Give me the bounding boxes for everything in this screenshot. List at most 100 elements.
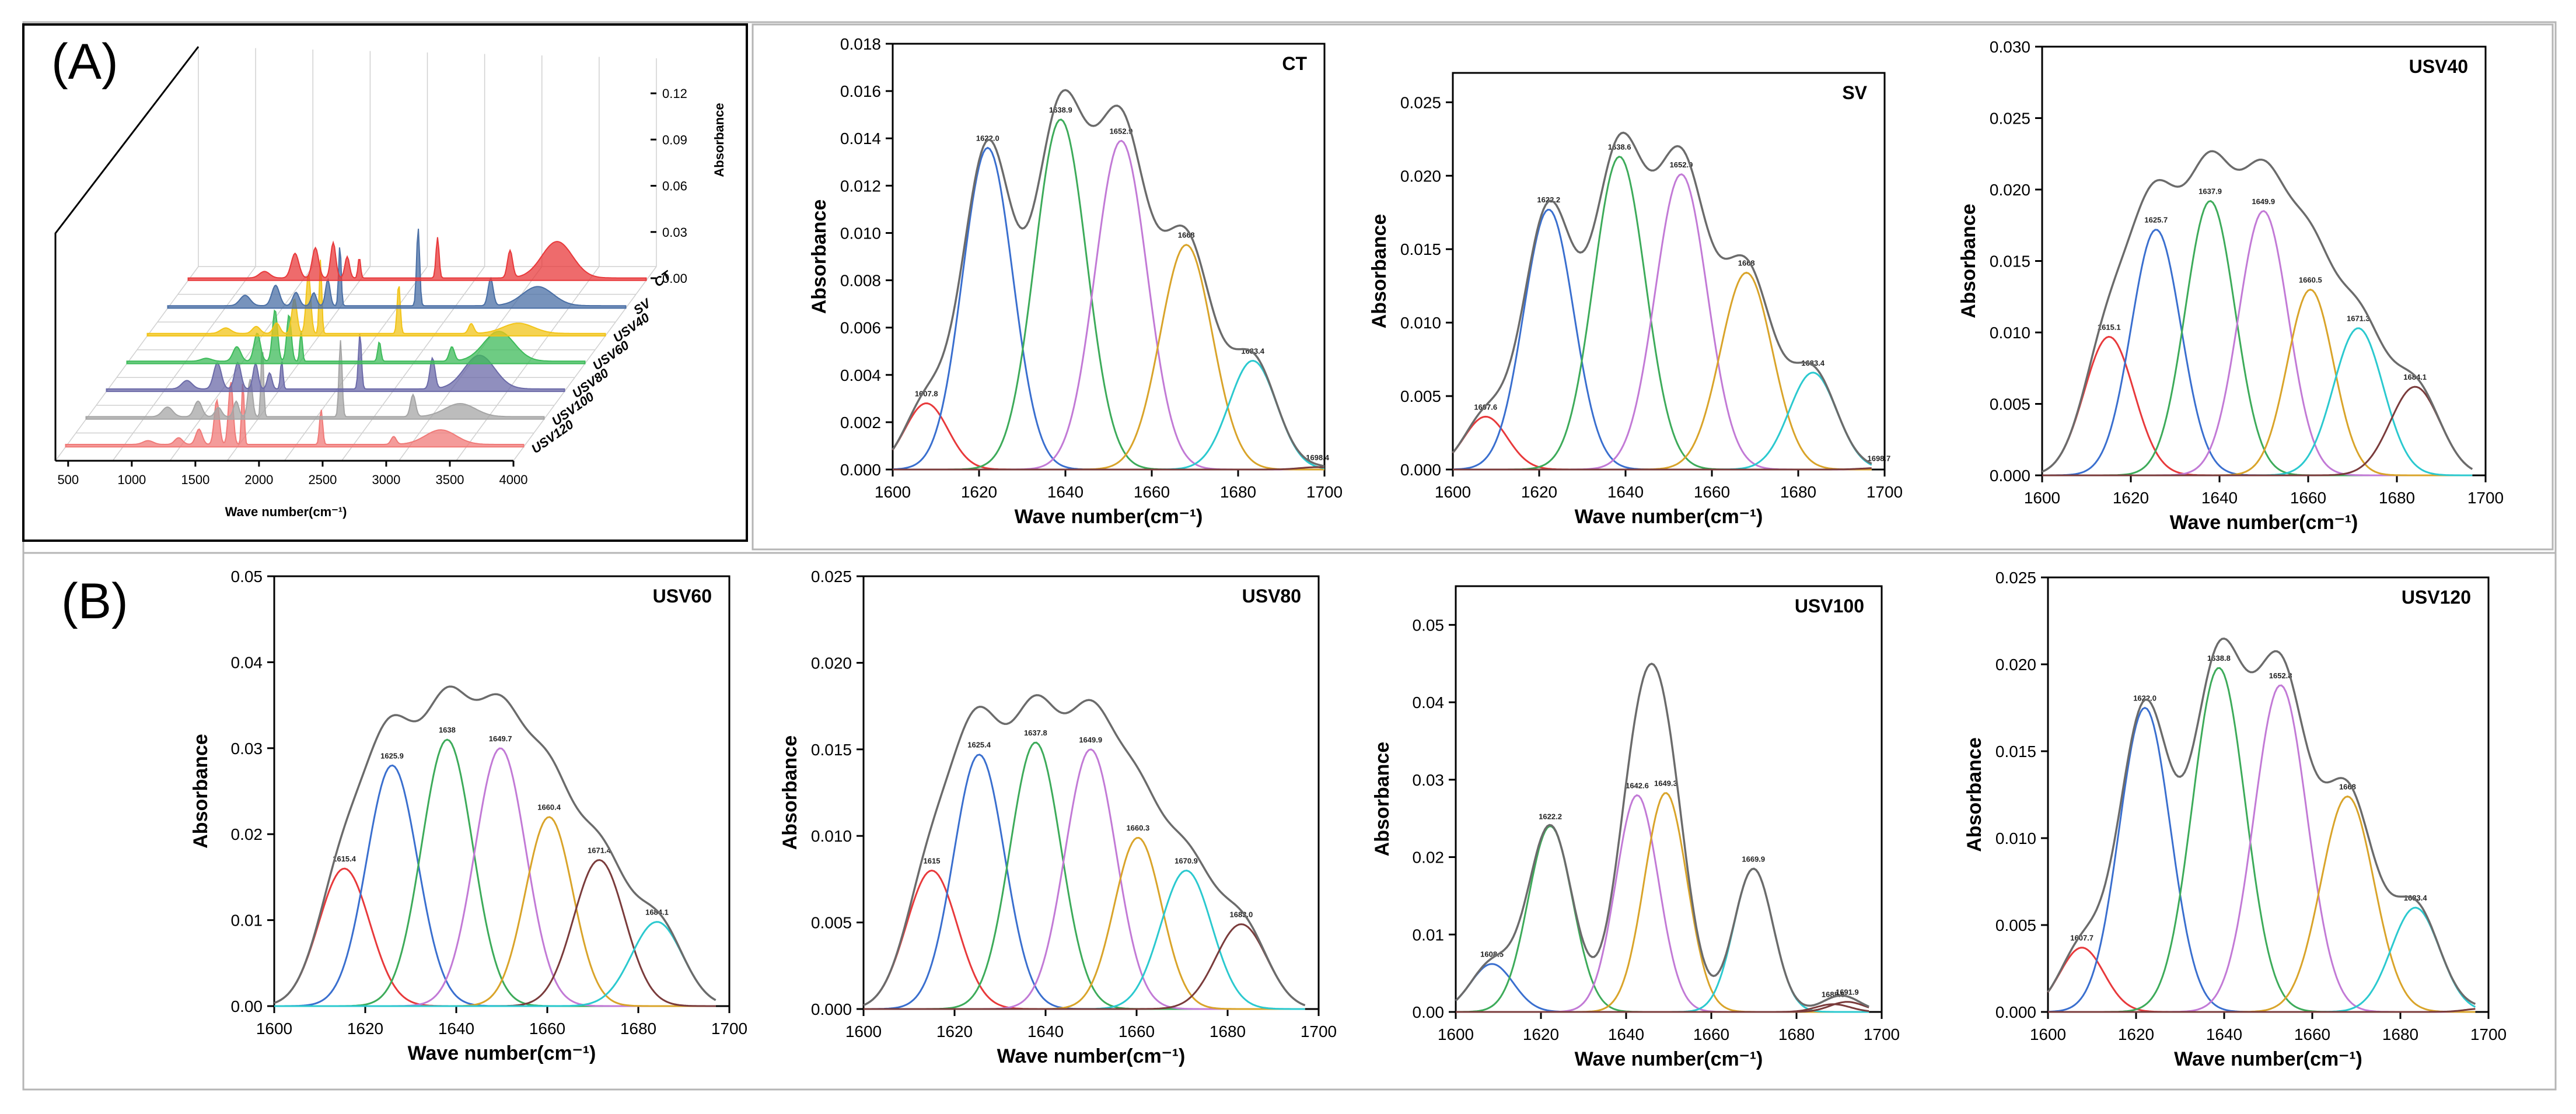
peak-label: 1683.4 bbox=[1241, 346, 1265, 355]
x-tick-label: 1660 bbox=[1693, 1025, 1729, 1043]
y-tick-label: 0.03 bbox=[1413, 771, 1445, 789]
overview-x-ticks: 500 1000 1500 2000 2500 3000 3500 4000 bbox=[57, 461, 527, 487]
peak-label: 1615.1 bbox=[2098, 323, 2121, 331]
overview-series-sv bbox=[167, 229, 627, 309]
x-tick-label: 1700 bbox=[2467, 489, 2504, 507]
panel-a-3d-frame bbox=[22, 23, 748, 542]
x-tick-label: 1620 bbox=[1523, 1025, 1559, 1043]
y-tick-label: 0.020 bbox=[1400, 167, 1441, 185]
y-tick-label: 0.000 bbox=[1400, 461, 1441, 479]
peak-label: 1671.3 bbox=[2347, 314, 2370, 323]
x-tick-label: 1640 bbox=[2206, 1025, 2242, 1043]
overview-z-tick-label: 0.06 bbox=[662, 179, 687, 194]
y-tick-label: 0.025 bbox=[1995, 569, 2036, 587]
overview-z-ticks: 0.00 0.03 0.06 0.09 0.12 bbox=[651, 86, 687, 286]
x-tick-label: 1620 bbox=[2113, 489, 2149, 507]
y-tick-label: 0.008 bbox=[840, 272, 881, 290]
y-tick-label: 0.04 bbox=[231, 653, 263, 671]
x-tick-label: 1600 bbox=[256, 1020, 292, 1038]
peak-label: 1637.8 bbox=[1024, 728, 1047, 737]
x-axis-title: Wave number(cm⁻¹) bbox=[2174, 1048, 2362, 1070]
x-tick-label: 1640 bbox=[1027, 1022, 1064, 1041]
y-tick-label: 0.000 bbox=[1995, 1003, 2036, 1021]
peak-label: 1698.4 bbox=[1306, 453, 1330, 462]
x-tick-label: 1660 bbox=[1694, 483, 1730, 501]
chart-title: CT bbox=[1282, 53, 1307, 74]
panel-b-label: (B) bbox=[61, 573, 128, 629]
peak-label: 1660.4 bbox=[537, 803, 561, 812]
x-tick-label: 1660 bbox=[2290, 489, 2326, 507]
x-tick-label: 1700 bbox=[1867, 483, 1903, 501]
y-tick-label: 0.004 bbox=[840, 366, 881, 384]
chart-usv120: 1600 1620 1640 1660 1680 1700 0.000 0.005 0.010 0… bbox=[1963, 569, 2507, 1070]
peak-label: 1688.6 bbox=[1822, 990, 1845, 999]
overview-z-tick-label: 0.12 bbox=[662, 86, 687, 101]
chart-usv60: 1600 1620 1640 1660 1680 1700 0.00 0.01 0.02 0.03… bbox=[190, 567, 747, 1064]
x-tick-label: 1600 bbox=[1438, 1025, 1474, 1043]
peak-label: 1660.3 bbox=[1126, 824, 1149, 832]
x-tick-label: 1640 bbox=[1607, 483, 1644, 501]
x-tick-label: 1640 bbox=[438, 1020, 474, 1038]
x-tick-label: 1700 bbox=[1864, 1025, 1900, 1043]
y-axis-title: Absorbance bbox=[1958, 204, 1980, 318]
y-tick-label: 0.020 bbox=[811, 654, 852, 672]
y-tick-label: 0.010 bbox=[1995, 829, 2036, 847]
x-tick-label: 1680 bbox=[1220, 483, 1256, 501]
peak-label: 1649.3 bbox=[1654, 779, 1677, 787]
x-tick-label: 1680 bbox=[2382, 1025, 2418, 1043]
y-tick-label: 0.02 bbox=[231, 825, 263, 843]
peak-label: 1607.8 bbox=[915, 389, 938, 398]
x-tick-label: 1680 bbox=[1780, 483, 1816, 501]
overview-x-tick-label: 4000 bbox=[499, 472, 528, 487]
overview-x-tick-label: 2000 bbox=[244, 472, 273, 487]
component-peak-6 bbox=[1453, 467, 1872, 471]
y-tick-label: 0.005 bbox=[1990, 395, 2030, 414]
y-tick-label: 0.010 bbox=[811, 827, 852, 845]
x-axis-title: Wave number(cm⁻¹) bbox=[408, 1042, 596, 1064]
x-tick-label: 1660 bbox=[1119, 1022, 1155, 1041]
x-tick-label: 1700 bbox=[2470, 1025, 2507, 1043]
chart-title: SV bbox=[1842, 82, 1867, 103]
envelope-curve bbox=[1452, 131, 1872, 465]
y-tick-label: 0.03 bbox=[231, 740, 263, 758]
overview-x-tick-label: 500 bbox=[57, 472, 79, 487]
x-tick-label: 1660 bbox=[1134, 483, 1170, 501]
x-tick-label: 1600 bbox=[875, 483, 911, 501]
overview-x-tick-label: 2500 bbox=[308, 472, 337, 487]
y-tick-label: 0.05 bbox=[231, 567, 263, 586]
x-tick-label: 1640 bbox=[1608, 1025, 1644, 1043]
y-tick-label: 0.014 bbox=[840, 129, 881, 148]
x-tick-label: 1680 bbox=[2379, 489, 2415, 507]
chart-usv100: 1600 1620 1640 1660 1680 1700 0.00 0.01 0.02 0.03… bbox=[1371, 585, 1900, 1070]
peak-label: 1649.9 bbox=[2252, 197, 2275, 206]
peak-label: 1615 bbox=[924, 857, 941, 866]
x-tick-label: 1700 bbox=[1306, 483, 1343, 501]
component-peak-6 bbox=[893, 466, 1325, 471]
y-tick-label: 0.005 bbox=[811, 914, 852, 932]
peak-label: 1652.9 bbox=[1110, 127, 1133, 135]
peak-label: 1683.4 bbox=[1801, 359, 1825, 367]
overview-x-tick-label: 3500 bbox=[435, 472, 464, 487]
x-tick-label: 1660 bbox=[2294, 1025, 2330, 1043]
peak-label: 1660.5 bbox=[2299, 276, 2322, 285]
x-axis-title: Wave number(cm⁻¹) bbox=[2170, 512, 2358, 534]
peak-label: 1671.4 bbox=[588, 846, 611, 854]
overview-series-ct bbox=[187, 237, 647, 281]
x-tick-label: 1680 bbox=[1778, 1025, 1815, 1043]
y-tick-label: 0.006 bbox=[840, 319, 881, 337]
overview-series-usv120 bbox=[65, 381, 525, 448]
panel-a-label: (A) bbox=[51, 34, 118, 90]
peak-label: 1622.2 bbox=[1537, 195, 1560, 204]
chart-title: USV100 bbox=[1795, 595, 1864, 616]
chart-title: USV60 bbox=[653, 586, 712, 607]
y-tick-label: 0.020 bbox=[1995, 656, 2036, 674]
x-tick-label: 1600 bbox=[1435, 483, 1471, 501]
x-tick-label: 1680 bbox=[1210, 1022, 1246, 1041]
overview-z-tick-label: 0.03 bbox=[662, 225, 687, 240]
chart-ct: 1600 1620 1640 1660 1680 1700 0.000 0.002 0.004 0… bbox=[808, 35, 1343, 528]
y-tick-label: 0.00 bbox=[1413, 1003, 1445, 1021]
peak-label: 1608.5 bbox=[1480, 950, 1504, 959]
overview-series-usv60 bbox=[126, 309, 586, 365]
